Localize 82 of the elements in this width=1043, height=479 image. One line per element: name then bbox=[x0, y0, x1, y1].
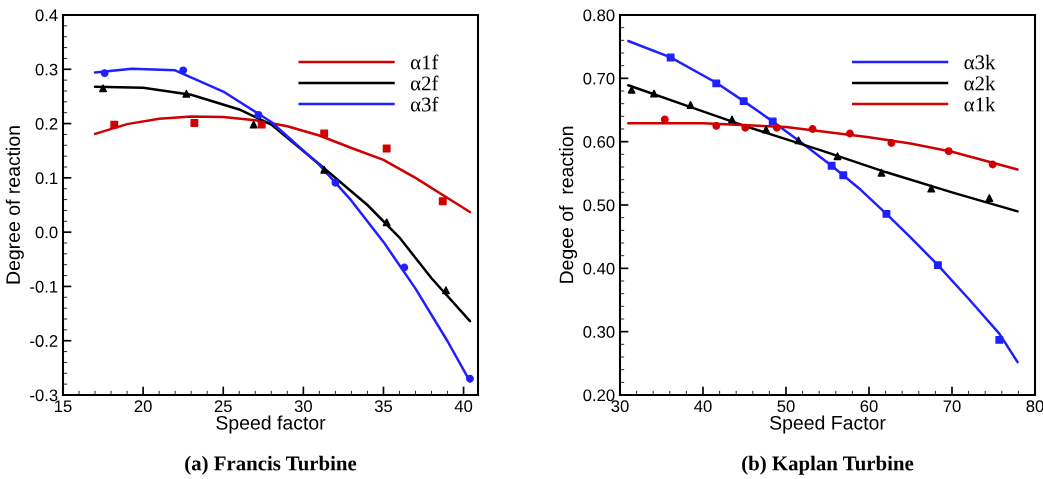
point bbox=[762, 125, 771, 134]
x-axis-title: Speed Factor bbox=[770, 415, 886, 434]
y-tick-label: 0.3 bbox=[35, 63, 58, 76]
point bbox=[99, 84, 108, 93]
y-axis-title: Degee of reaction bbox=[559, 126, 578, 283]
line-series bbox=[627, 39, 1019, 364]
point bbox=[179, 66, 188, 75]
point bbox=[827, 161, 836, 170]
y-tick-label: 0.50 bbox=[583, 199, 615, 212]
y-tick-label: 0.0 bbox=[35, 226, 58, 239]
x-tick-label: 70 bbox=[943, 400, 961, 413]
point bbox=[249, 120, 258, 129]
point bbox=[887, 138, 896, 147]
point bbox=[666, 53, 675, 62]
point bbox=[382, 144, 391, 153]
point bbox=[182, 89, 191, 98]
y-tick-label: -0.1 bbox=[30, 280, 58, 293]
x-axis-title: Speed factor bbox=[216, 415, 326, 434]
point bbox=[988, 160, 997, 169]
y-tick-label: 0.30 bbox=[583, 326, 615, 338]
x-tick-label: 40 bbox=[694, 400, 712, 413]
point bbox=[382, 218, 391, 227]
y-tick-label: 0.4 bbox=[35, 9, 58, 22]
point bbox=[190, 119, 199, 127]
legend-label: α1k bbox=[964, 96, 996, 112]
x-tick-label: 35 bbox=[374, 400, 393, 413]
text: (b) Kaplan Turbine bbox=[742, 455, 914, 475]
x-tick-label: 15 bbox=[55, 400, 72, 413]
x-tick-label: 30 bbox=[294, 400, 312, 413]
x-tick-label: 60 bbox=[860, 400, 878, 413]
point bbox=[438, 197, 447, 206]
y-tick-label: 0.60 bbox=[583, 136, 615, 148]
legend-label: α3k bbox=[964, 54, 996, 70]
legend-label: α3f bbox=[410, 96, 439, 112]
point bbox=[110, 120, 119, 129]
text: (a) Francis Turbine bbox=[185, 455, 357, 475]
point bbox=[320, 129, 329, 138]
point bbox=[741, 123, 750, 132]
point bbox=[331, 178, 340, 187]
point bbox=[686, 100, 695, 109]
point bbox=[808, 125, 817, 133]
point bbox=[320, 165, 329, 174]
point bbox=[985, 194, 994, 202]
point bbox=[739, 97, 748, 106]
point bbox=[100, 69, 109, 78]
point bbox=[254, 110, 263, 119]
x-tick-label: 80 bbox=[1026, 400, 1043, 413]
y-tick-label: -0.3 bbox=[30, 389, 58, 402]
point bbox=[933, 261, 942, 270]
point bbox=[839, 171, 848, 180]
point bbox=[768, 117, 777, 126]
point bbox=[257, 120, 266, 129]
point bbox=[882, 209, 891, 218]
point bbox=[466, 374, 474, 383]
point bbox=[944, 147, 953, 156]
x-tick-label: 50 bbox=[777, 400, 795, 413]
y-tick-label: 0.70 bbox=[583, 72, 615, 85]
point bbox=[833, 152, 842, 161]
point bbox=[400, 263, 409, 272]
y-tick-label: 0.40 bbox=[583, 262, 615, 275]
point bbox=[442, 286, 450, 295]
legend-label: α2f bbox=[410, 75, 439, 91]
point bbox=[712, 79, 721, 88]
y-axis-title: Degree of reaction bbox=[5, 126, 24, 284]
x-tick-label: 30 bbox=[611, 400, 629, 413]
point bbox=[712, 121, 721, 130]
point bbox=[877, 168, 886, 177]
y-tick-label: -0.2 bbox=[30, 335, 58, 347]
x-tick-label: 20 bbox=[134, 400, 152, 413]
x-tick-label: 25 bbox=[214, 400, 232, 413]
point bbox=[995, 335, 1004, 344]
x-tick-label: 40 bbox=[454, 400, 473, 413]
y-tick-label: 0.2 bbox=[35, 117, 58, 130]
y-tick-label: 0.80 bbox=[583, 9, 615, 22]
y-tick-label: 0.1 bbox=[35, 172, 58, 185]
legend-label: α2k bbox=[964, 75, 996, 91]
point bbox=[772, 123, 781, 132]
point bbox=[927, 184, 936, 193]
point bbox=[794, 136, 803, 145]
point bbox=[845, 129, 854, 138]
y-tick-label: 0.20 bbox=[583, 389, 615, 402]
legend-label: α1f bbox=[410, 54, 439, 70]
